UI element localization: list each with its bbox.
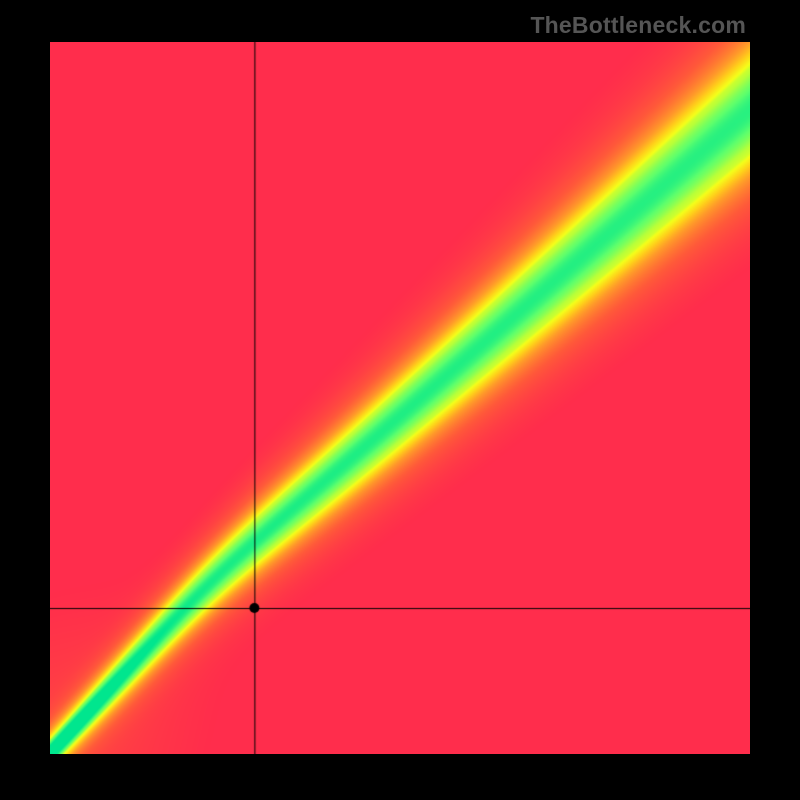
- bottleneck-heatmap: [50, 42, 750, 754]
- watermark-text: TheBottleneck.com: [530, 12, 746, 39]
